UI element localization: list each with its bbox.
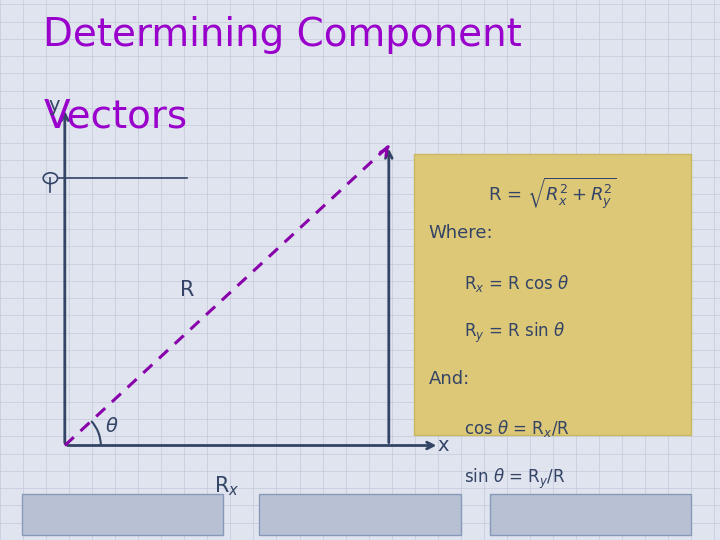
Text: cos $\theta$ = R$_x$/R: cos $\theta$ = R$_x$/R — [464, 418, 570, 440]
Text: R$_x$ = R cos $\theta$: R$_x$ = R cos $\theta$ — [464, 273, 570, 294]
Text: y: y — [48, 96, 60, 115]
Text: And:: And: — [428, 370, 469, 388]
Text: Determining Component: Determining Component — [43, 16, 522, 54]
Text: $\theta$: $\theta$ — [105, 417, 118, 436]
Text: R: R — [180, 280, 194, 300]
Bar — [22, 494, 223, 535]
Text: Where:: Where: — [428, 224, 493, 242]
Bar — [414, 154, 691, 435]
Text: x: x — [437, 436, 449, 455]
Bar — [490, 494, 691, 535]
Text: Vectors: Vectors — [43, 97, 187, 135]
Text: R$_x$: R$_x$ — [214, 474, 240, 498]
Text: R$_y$ = R sin $\theta$: R$_y$ = R sin $\theta$ — [464, 321, 566, 346]
Text: R = $\sqrt{R_x^2 + R_y^2}$: R = $\sqrt{R_x^2 + R_y^2}$ — [488, 176, 617, 211]
Text: sin $\theta$ = R$_y$/R: sin $\theta$ = R$_y$/R — [464, 467, 566, 491]
Text: R$_y$: R$_y$ — [418, 282, 443, 309]
Bar — [259, 494, 461, 535]
